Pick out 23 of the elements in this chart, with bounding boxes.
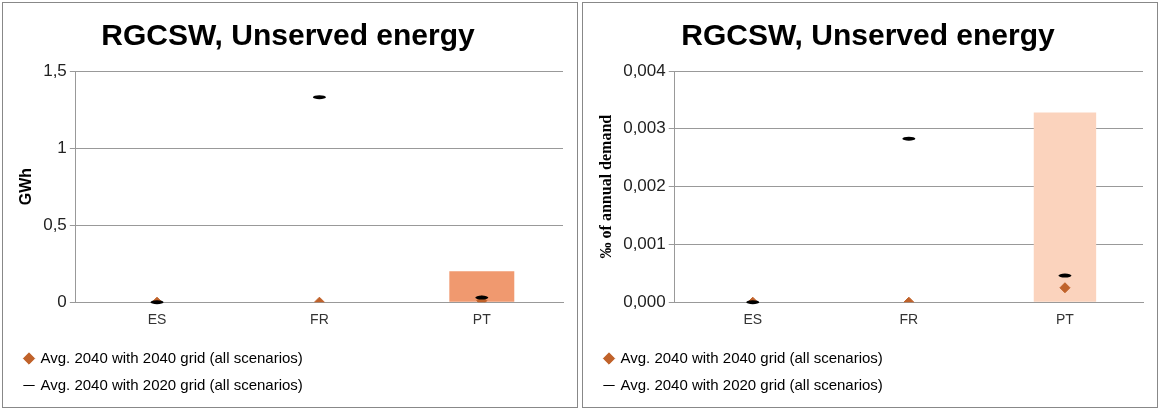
y-tick-label: 0,000 [623, 291, 666, 311]
y-tick-label: 0,5 [43, 214, 67, 234]
y-axis-title: ‰ of annual demand [596, 114, 614, 259]
y-tick-label: 0,001 [623, 234, 666, 254]
y-tick-label: 1,5 [43, 60, 67, 80]
y-tick-label: 1 [57, 137, 67, 157]
legend-label: Avg. 2040 with 2040 grid (all scenarios) [620, 348, 883, 366]
chart-title: RGCSW, Unserved energy [681, 18, 1056, 52]
legend-label: Avg. 2040 with 2020 grid (all scenarios) [40, 375, 303, 393]
legend-label: Avg. 2040 with 2040 grid (all scenarios) [40, 348, 303, 366]
y-tick-label: 0,004 [623, 60, 666, 80]
x-tick-label: FR [899, 311, 919, 328]
x-tick-label: ES [147, 311, 167, 328]
y-tick-label: 0,003 [623, 118, 666, 138]
x-tick-label: PT [1056, 311, 1075, 328]
legend-label: Avg. 2040 with 2020 grid (all scenarios) [620, 375, 883, 393]
x-tick-label: FR [310, 311, 329, 328]
chart-title: RGCSW, Unserved energy [101, 18, 476, 52]
x-tick-label: PT [472, 311, 492, 328]
x-tick-label: ES [743, 311, 763, 328]
y-axis-title: GWh [17, 167, 35, 206]
y-tick-label: 0,002 [623, 176, 666, 196]
y-tick-label: 0 [57, 291, 67, 311]
